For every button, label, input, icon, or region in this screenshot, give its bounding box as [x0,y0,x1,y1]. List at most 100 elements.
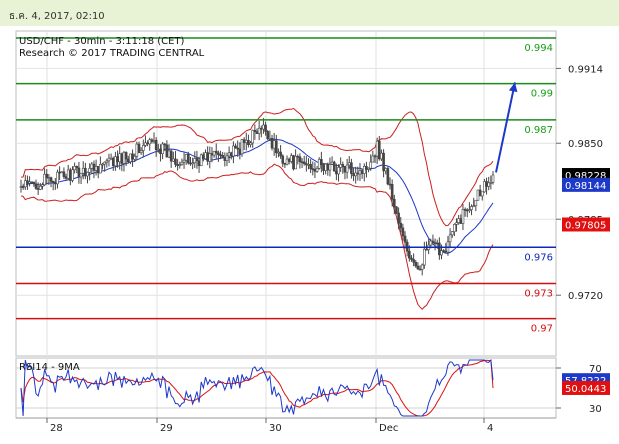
candle-body [23,180,27,188]
candle-body [114,156,117,167]
candle-body [193,158,197,164]
candle-body [275,140,278,154]
candle-body [448,234,452,243]
candle-body [141,145,145,151]
candle-body [227,152,231,157]
candle-body [251,130,255,144]
candle-body [332,161,336,172]
candle-body [395,206,398,214]
candle-body [111,157,115,167]
rsi-tick-label: 30 [589,404,602,415]
candle-body [51,181,55,183]
forecast-arrow-line [495,82,516,173]
candle-body [388,183,392,186]
candle-body [210,153,214,156]
candle-body [307,164,310,166]
candle-body [26,180,29,184]
candle-body [465,209,469,212]
candle-body [206,152,209,162]
candle-body [161,143,164,154]
candle-body [58,171,61,174]
candle-body [43,173,46,186]
candle-body [219,154,222,156]
x-tick-label: 28 [50,423,63,434]
candle-body [154,140,158,151]
candle-body [266,131,270,140]
candle-body [440,250,443,256]
y-tick-label: 0.9850 [568,139,603,150]
y-tick-label: 0.9914 [568,64,603,75]
candle-body [360,170,364,174]
candle-body [96,166,100,174]
candle-body [180,161,184,165]
candle-body [414,261,418,267]
candle-body [401,227,405,237]
candle-body [343,166,347,173]
candle-body [62,171,66,177]
candle-body [118,153,121,163]
price-tag-label: 0.97805 [565,220,606,231]
candle-body [152,140,156,142]
candle-body [470,206,473,210]
bollinger-lower-line [20,163,494,311]
candle-body [103,161,106,165]
candle-body [139,150,143,154]
candle-body [167,150,171,158]
rsi-tick-label: 70 [589,364,602,375]
candle-body [242,139,246,143]
candle-body [380,152,383,160]
candle-body [176,164,179,166]
x-tick-label: 29 [160,423,173,434]
candle-body [240,139,244,155]
candle-body [47,177,51,179]
chart-subtitle: Research © 2017 TRADING CENTRAL [19,48,205,59]
price-tag-label: 0.98144 [565,181,606,192]
candle-body [281,155,285,164]
candle-body [457,218,460,223]
candle-body [300,161,304,164]
candle-body [244,139,248,143]
candle-body [425,248,428,251]
candle-body [277,151,280,154]
candle-body [358,170,362,175]
candle-body [384,168,388,172]
candle-body [472,205,475,207]
candle-body [367,167,370,170]
candle-body [345,164,349,173]
candle-body [120,153,124,164]
candle-body [71,169,74,181]
candle-body [122,152,126,164]
candle-body [350,162,353,174]
candle-body [36,188,40,190]
candle-body [60,171,64,174]
candle-body [146,142,149,145]
candle-body [79,172,83,178]
candle-body [234,145,237,149]
candle-body [159,148,162,154]
candle-body [463,209,467,211]
candle-body [485,181,488,187]
candle-body [335,170,338,175]
candle-body [109,157,113,160]
candle-body [223,157,227,161]
candle-body [253,130,257,132]
chart-title: USD/CHF - 30min - 3:11:18 (CET) [19,36,185,47]
candle-body [264,124,267,132]
candle-body [483,181,486,193]
level-label: 0.994 [524,43,553,54]
bollinger-upper-line [20,107,494,227]
candle-body [229,152,233,157]
candle-body [403,235,407,243]
candle-body [420,264,424,270]
level-label: 0.99 [531,89,553,100]
candle-body [397,212,400,224]
candle-body [144,142,147,146]
candle-body [283,163,287,165]
candle-body [285,158,289,165]
candle-body [21,186,25,188]
candle-body [187,154,190,164]
candle-body [39,185,42,190]
candle-body [172,158,175,162]
candle-body [311,168,315,171]
level-label: 0.97 [531,324,553,335]
